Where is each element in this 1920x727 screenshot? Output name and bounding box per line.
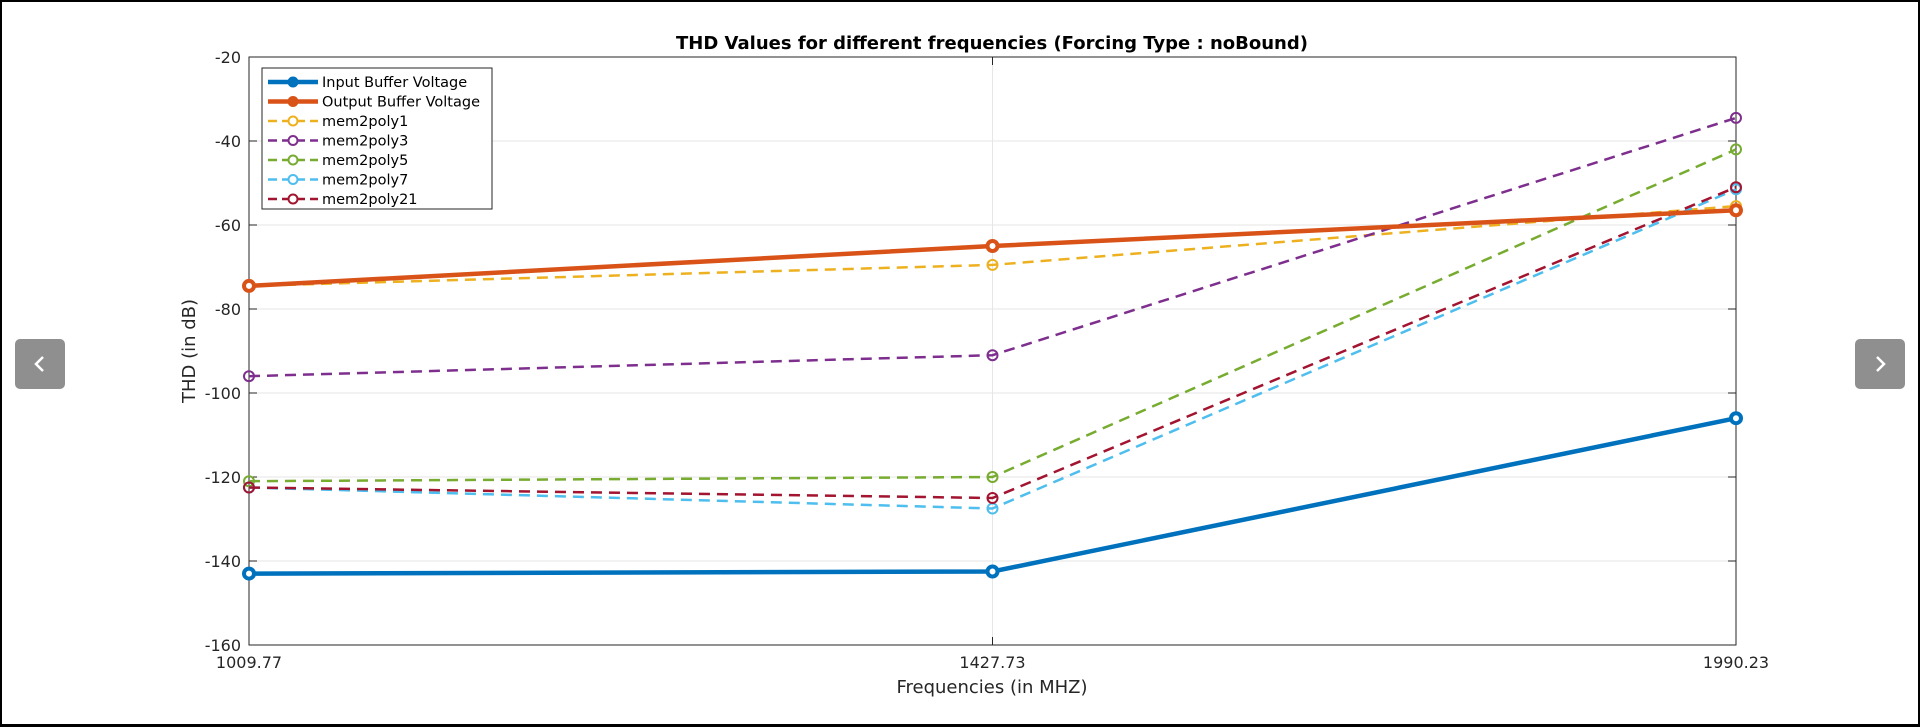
legend-box: [261, 67, 493, 210]
legend-item: mem2poly21: [268, 192, 418, 208]
legend-item: mem2poly3: [268, 134, 408, 150]
series-line: [248, 186, 1737, 500]
data-point: [1730, 143, 1742, 156]
legend-label: mem2poly7: [322, 173, 408, 189]
legend-label: mem2poly21: [322, 192, 418, 208]
data-point: [243, 481, 255, 494]
next-button[interactable]: [1855, 339, 1905, 389]
x-axis-label: Frequencies (in MHZ): [896, 677, 1087, 698]
data-point: [985, 239, 1000, 253]
data-point: [242, 566, 256, 581]
y-tick-label: -40: [215, 132, 241, 151]
data-point: [986, 492, 999, 504]
y-tick-label: -140: [205, 552, 241, 571]
y-tick-label: -100: [205, 384, 241, 403]
data-point: [985, 564, 1000, 579]
legend-item: mem2poly5: [268, 153, 408, 169]
series-line: [248, 148, 1737, 483]
x-tick-label: 1009.77: [216, 653, 282, 672]
data-point: [1730, 111, 1742, 124]
series-line: [248, 188, 1737, 510]
grid: [249, 57, 1736, 645]
legend-label: mem2poly5: [322, 153, 408, 169]
series-output-buffer-voltage: [242, 203, 1743, 293]
legend-label: Output Buffer Voltage: [322, 95, 480, 111]
legend-marker: [287, 76, 299, 88]
legend-marker: [287, 193, 299, 205]
series-mem2poly21: [243, 181, 1742, 504]
legend-marker: [287, 96, 299, 107]
data-point: [986, 471, 999, 483]
legend: Input Buffer Voltage Output Buffer Voltag…: [261, 67, 493, 210]
data-point: [243, 475, 255, 488]
series-input-buffer-voltage: [242, 411, 1743, 581]
legend-label: mem2poly3: [322, 134, 408, 150]
legend-item: mem2poly1: [268, 114, 408, 130]
series-mem2poly5: [243, 143, 1742, 488]
y-tick-label: -80: [215, 300, 241, 319]
legend-label: mem2poly1: [322, 114, 408, 130]
data-point: [1729, 203, 1743, 218]
data-point: [243, 370, 255, 383]
legend-marker: [287, 135, 299, 146]
legend-marker: [287, 174, 299, 185]
y-tick-label: -60: [215, 216, 241, 235]
y-tick-label: -20: [215, 48, 241, 67]
legend-marker: [287, 115, 299, 127]
y-axis-label: THD (in dB): [179, 299, 200, 404]
data-point: [1730, 181, 1742, 194]
chevron-right-icon: [1876, 356, 1886, 372]
legend-marker: [287, 154, 299, 166]
chevron-left-icon: [34, 356, 44, 372]
data-point: [1729, 411, 1743, 426]
data-point: [242, 278, 256, 293]
y-tick-label: -120: [205, 468, 241, 487]
series-mem2poly3: [243, 111, 1742, 383]
chart-title: THD Values for different frequencies (Fo…: [676, 33, 1308, 54]
x-tick-label: 1990.23: [1703, 653, 1769, 672]
series-line: [248, 116, 1737, 378]
series-line: [248, 204, 1737, 288]
legend-item: Input Buffer Voltage: [268, 75, 467, 91]
x-tick-label: 1427.73: [959, 653, 1025, 672]
data-point: [986, 258, 999, 271]
legend-item: Output Buffer Voltage: [268, 95, 480, 111]
data-point: [986, 349, 999, 362]
legend-item: mem2poly7: [268, 173, 408, 189]
previous-button[interactable]: [15, 339, 65, 389]
y-tick-label: -160: [205, 636, 241, 655]
legend-label: Input Buffer Voltage: [322, 75, 467, 91]
series-group: [242, 111, 1743, 581]
